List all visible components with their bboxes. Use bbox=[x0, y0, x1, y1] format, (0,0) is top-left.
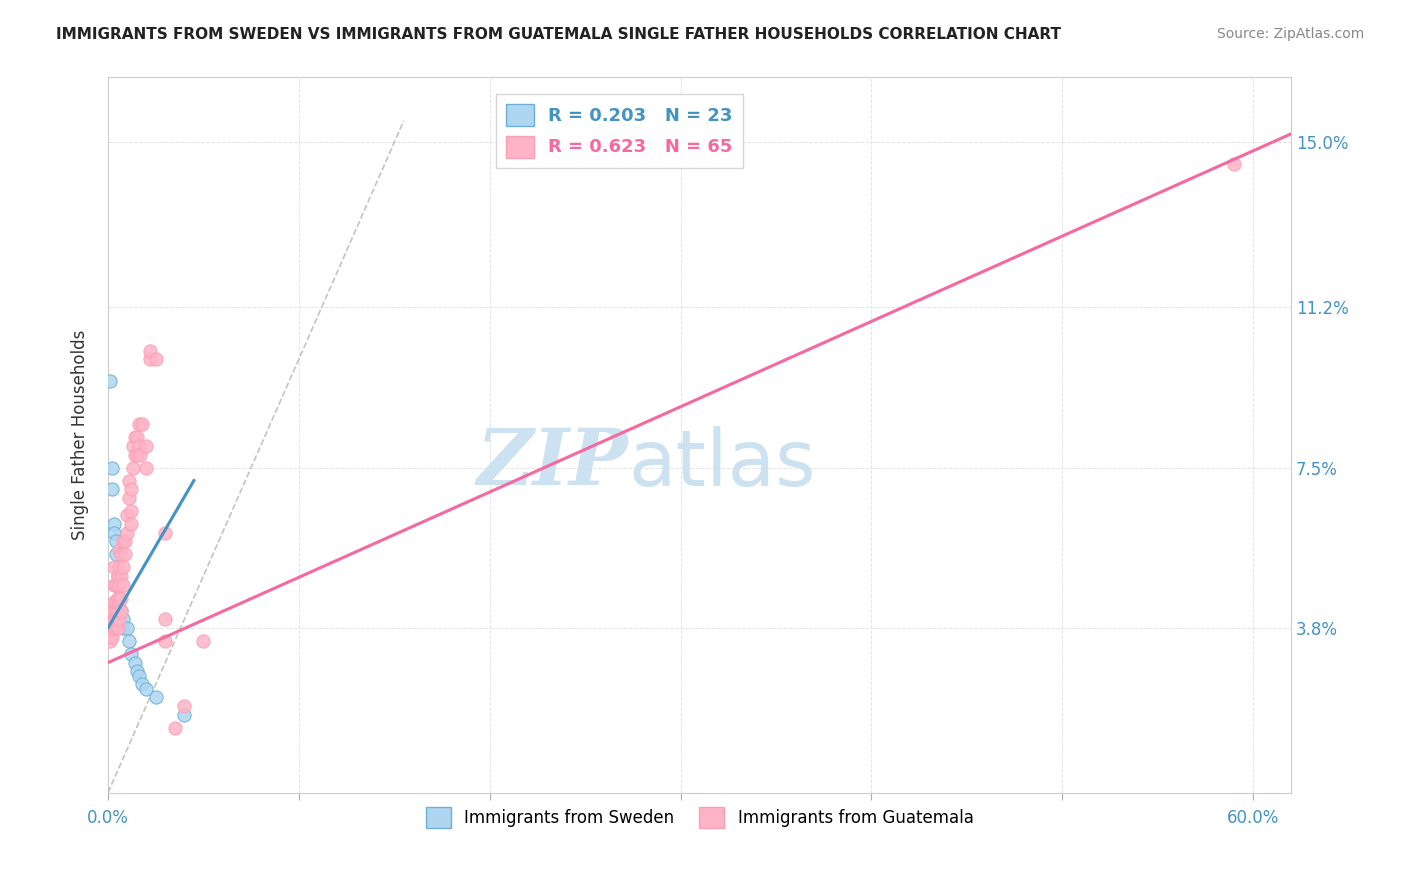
Y-axis label: Single Father Households: Single Father Households bbox=[72, 330, 89, 541]
Point bbox=[112, 621, 135, 635]
Point bbox=[98, 621, 121, 635]
Point bbox=[107, 604, 129, 618]
Point bbox=[101, 482, 124, 496]
Text: IMMIGRANTS FROM SWEDEN VS IMMIGRANTS FROM GUATEMALA SINGLE FATHER HOUSEHOLDS COR: IMMIGRANTS FROM SWEDEN VS IMMIGRANTS FRO… bbox=[56, 27, 1062, 42]
Point bbox=[110, 604, 132, 618]
Point bbox=[104, 604, 127, 618]
Point bbox=[131, 417, 153, 432]
Point bbox=[103, 525, 125, 540]
Point bbox=[115, 621, 138, 635]
Legend: Immigrants from Sweden, Immigrants from Guatemala: Immigrants from Sweden, Immigrants from … bbox=[419, 801, 980, 834]
Point bbox=[1223, 157, 1246, 171]
Point bbox=[110, 604, 132, 618]
Text: 0.0%: 0.0% bbox=[87, 809, 129, 827]
Point bbox=[114, 534, 136, 549]
Point bbox=[104, 547, 127, 561]
Point bbox=[98, 374, 121, 388]
Point bbox=[107, 577, 129, 591]
Point bbox=[104, 595, 127, 609]
Point bbox=[103, 621, 125, 635]
Point bbox=[98, 634, 121, 648]
Point bbox=[107, 591, 129, 605]
Point bbox=[121, 439, 143, 453]
Point bbox=[128, 417, 150, 432]
Point bbox=[103, 577, 125, 591]
Point bbox=[103, 604, 125, 618]
Point bbox=[135, 460, 157, 475]
Point bbox=[120, 482, 142, 496]
Point bbox=[114, 547, 136, 561]
Point bbox=[112, 534, 135, 549]
Point bbox=[104, 621, 127, 635]
Point bbox=[121, 460, 143, 475]
Point bbox=[103, 595, 125, 609]
Point bbox=[108, 591, 131, 605]
Point bbox=[108, 612, 131, 626]
Point bbox=[139, 352, 162, 367]
Point bbox=[120, 647, 142, 661]
Point bbox=[120, 504, 142, 518]
Point bbox=[101, 460, 124, 475]
Point bbox=[101, 630, 124, 644]
Point bbox=[155, 634, 177, 648]
Point bbox=[112, 560, 135, 574]
Point bbox=[173, 707, 195, 722]
Point bbox=[155, 612, 177, 626]
Point bbox=[101, 604, 124, 618]
Point bbox=[124, 430, 146, 444]
Point bbox=[112, 612, 135, 626]
Point bbox=[101, 612, 124, 626]
Point bbox=[104, 577, 127, 591]
Point bbox=[98, 630, 121, 644]
Point bbox=[193, 634, 215, 648]
Point bbox=[115, 508, 138, 523]
Point bbox=[108, 595, 131, 609]
Point bbox=[129, 448, 152, 462]
Point bbox=[101, 621, 124, 635]
Point bbox=[139, 343, 162, 358]
Point bbox=[108, 542, 131, 557]
Point bbox=[104, 612, 127, 626]
Point bbox=[107, 621, 129, 635]
Point bbox=[104, 534, 127, 549]
Point bbox=[145, 352, 167, 367]
Point bbox=[103, 560, 125, 574]
Point bbox=[135, 439, 157, 453]
Text: ZIP: ZIP bbox=[477, 425, 628, 502]
Point bbox=[108, 560, 131, 574]
Point bbox=[118, 634, 141, 648]
Point bbox=[155, 525, 177, 540]
Point bbox=[103, 516, 125, 531]
Point bbox=[173, 698, 195, 713]
Point bbox=[107, 569, 129, 583]
Point bbox=[125, 430, 148, 444]
Point bbox=[145, 690, 167, 705]
Text: Source: ZipAtlas.com: Source: ZipAtlas.com bbox=[1216, 27, 1364, 41]
Point bbox=[118, 474, 141, 488]
Point bbox=[115, 525, 138, 540]
Point bbox=[110, 569, 132, 583]
Point bbox=[107, 569, 129, 583]
Point bbox=[112, 577, 135, 591]
Point bbox=[125, 448, 148, 462]
Point bbox=[124, 656, 146, 670]
Point bbox=[124, 448, 146, 462]
Point bbox=[118, 491, 141, 505]
Point bbox=[125, 665, 148, 679]
Point bbox=[103, 612, 125, 626]
Point bbox=[135, 681, 157, 696]
Point bbox=[120, 516, 142, 531]
Point bbox=[131, 677, 153, 691]
Point bbox=[108, 577, 131, 591]
Text: 60.0%: 60.0% bbox=[1227, 809, 1279, 827]
Point bbox=[110, 591, 132, 605]
Point bbox=[128, 668, 150, 682]
Point bbox=[110, 547, 132, 561]
Point bbox=[163, 721, 186, 735]
Text: atlas: atlas bbox=[628, 425, 815, 501]
Point bbox=[128, 439, 150, 453]
